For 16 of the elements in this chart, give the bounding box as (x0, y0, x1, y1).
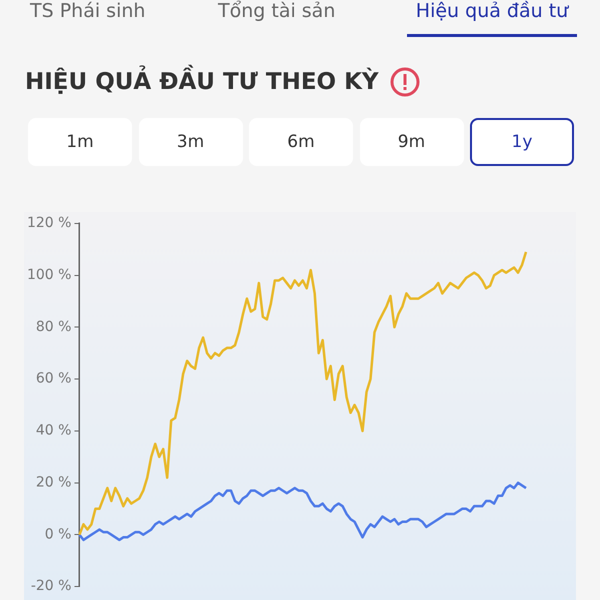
text: 9m (360, 118, 464, 166)
text: 1y (470, 118, 574, 166)
text: 3m (138, 118, 242, 166)
text: 6m (249, 118, 353, 166)
text: 1m (28, 118, 132, 166)
text: Hiệu quả đầu tư (407, 0, 577, 37)
y-tick-label: 120 % (26, 215, 72, 232)
y-tick-label: 20 % (36, 474, 72, 490)
y-tick-label: 40 % (36, 422, 72, 439)
y-tick-label: 80 % (36, 318, 72, 335)
y-tick-label: 100 % (26, 266, 72, 283)
text: TS Phái sinh (30, 0, 146, 22)
y-tick-label: 60 % (36, 370, 72, 387)
y-tick-label: 0 % (44, 526, 72, 542)
text: Tổng tài sản (218, 0, 336, 24)
y-tick-label: -20 % (30, 578, 72, 594)
